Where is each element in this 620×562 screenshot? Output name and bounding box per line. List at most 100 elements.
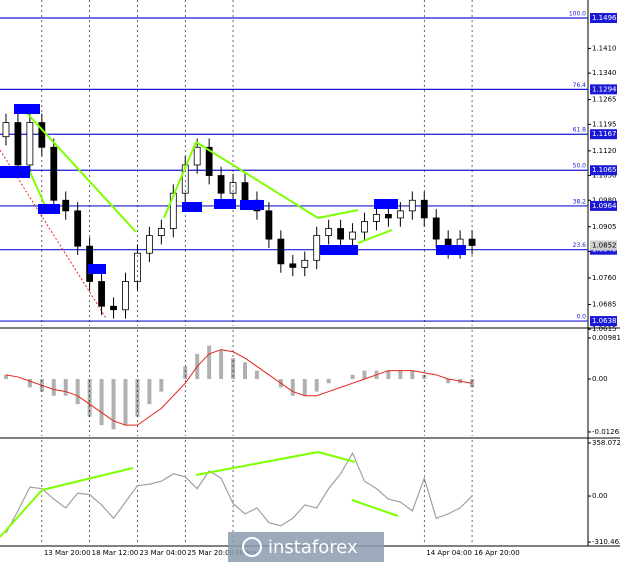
y-tick-label: 0.00: [592, 375, 608, 383]
y-tick-label: 1.0685: [592, 300, 617, 308]
trend-line: [351, 499, 399, 517]
x-tick-label: 14 Apr 04:00: [426, 549, 472, 557]
y-tick-label: 1.1265: [592, 96, 617, 104]
level-price: 1.1496: [592, 14, 617, 22]
marker: [374, 199, 398, 209]
marker: [38, 204, 60, 214]
level-price: 1.0964: [592, 202, 617, 210]
candle-body: [432, 217, 440, 240]
candle-body: [301, 259, 309, 268]
y-tick-label: 1.1050: [592, 172, 617, 180]
candle-body: [145, 235, 153, 254]
candle-body: [349, 231, 356, 240]
candle-body: [361, 221, 368, 233]
annotations: [0, 104, 466, 538]
y-tick-label: 1.0615: [592, 325, 617, 333]
fib-ratio: 61.8: [573, 127, 587, 134]
candle-body: [14, 122, 22, 166]
trend-line: [357, 229, 393, 244]
candle-body: [313, 235, 321, 261]
trend-line: [317, 209, 359, 219]
fib-ratio: 23.6: [573, 242, 587, 249]
y-tick-label: 1.0760: [592, 274, 617, 282]
x-tick-label: 13 Mar 20:00: [44, 549, 91, 557]
candle-body: [241, 182, 249, 201]
level-price-box: [590, 129, 617, 140]
candle-body: [134, 252, 141, 282]
marker: [240, 200, 264, 210]
trend-line: [23, 109, 137, 233]
candle-body: [181, 164, 189, 194]
marker: [214, 199, 236, 209]
trend-line: [195, 451, 319, 476]
level-price-box: [590, 316, 617, 327]
x-tick-label: 16 Apr 20:00: [474, 549, 520, 557]
candle-body: [157, 228, 165, 236]
level-price: 1.1065: [592, 166, 617, 174]
candle-body: [337, 228, 345, 240]
level-price-box: [590, 165, 617, 176]
marker: [0, 166, 30, 178]
candle-body: [325, 228, 333, 236]
trend-line: [41, 467, 134, 491]
current-price: 1.0852: [592, 241, 617, 249]
candle-body: [396, 210, 404, 219]
level-price-box: [590, 13, 617, 24]
candle-body: [289, 263, 297, 268]
trend-line: [0, 489, 43, 538]
marker: [320, 245, 358, 255]
watermark-text: instaforex: [268, 537, 358, 558]
watermark: instaforex: [228, 532, 384, 562]
candle-body: [122, 281, 129, 311]
y-tick-label: 1.0905: [592, 223, 617, 231]
trend-line: [195, 141, 319, 219]
candle-body: [98, 281, 105, 307]
fib-ratio: 0.0: [576, 314, 586, 321]
candle-body: [385, 213, 392, 219]
candle-body: [193, 146, 201, 166]
candle-body: [265, 210, 273, 240]
x-tick-label: 18 Mar 12:00: [92, 549, 139, 557]
candle-body: [277, 238, 285, 265]
candle-body: [74, 210, 82, 247]
watermark-box: [228, 532, 384, 562]
marker: [182, 202, 202, 212]
y-tick-label: 358.072: [592, 439, 620, 447]
watermark-logo: [242, 537, 262, 557]
cci-line: [5, 451, 473, 534]
candle-body: [62, 199, 70, 212]
y-tick-label: 1.1120: [592, 147, 617, 155]
marker: [14, 104, 40, 114]
x-tick-label: 23 Mar 04:00: [139, 549, 186, 557]
level-price: 1.1294: [592, 85, 617, 93]
x-tick-label: 25 Mar 20:00: [187, 549, 234, 557]
current-price-box: [590, 240, 617, 251]
marker: [436, 245, 466, 255]
y-tick-label: 0.00981: [592, 334, 620, 342]
candle-body: [205, 146, 213, 176]
candle-body: [50, 146, 58, 201]
signal-line: [5, 349, 473, 426]
fib-ratio: 50.0: [573, 163, 587, 170]
candle-body: [373, 213, 380, 222]
candle-body: [38, 122, 46, 148]
level-price-box: [590, 200, 617, 211]
y-tick-label: 0.00: [592, 492, 608, 500]
candle-body: [229, 182, 237, 194]
trend-lines: [0, 109, 399, 538]
y-tick-label: 1.0980: [592, 196, 617, 204]
candle-body: [217, 175, 225, 194]
fractal-markers: [0, 104, 466, 274]
candle-body: [26, 122, 34, 166]
trend-line: [163, 141, 197, 219]
fib-ratio: 100.0: [569, 11, 586, 18]
candle-body: [2, 122, 10, 138]
candle-body: [408, 199, 416, 212]
y-tick-label: -310.462: [592, 538, 620, 546]
level-price: 1.1167: [592, 130, 617, 138]
y-tick-label: 1.1195: [592, 120, 617, 128]
y-tick-label: 1.1340: [592, 69, 617, 77]
